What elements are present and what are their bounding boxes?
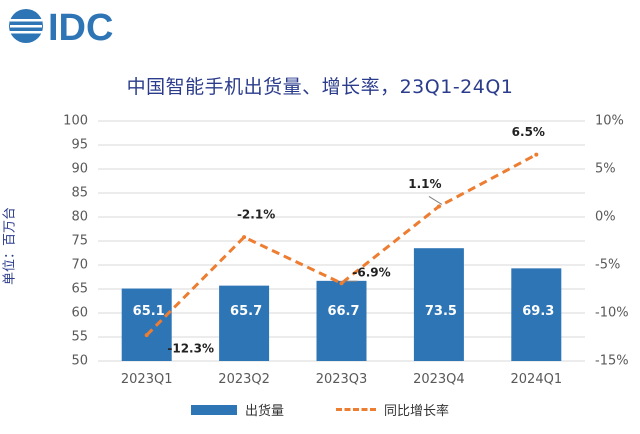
line-point [436, 204, 441, 209]
y-left-tick-label: 55 [71, 330, 88, 345]
line-point [339, 281, 344, 286]
y-left-tick-label: 100 [63, 114, 88, 129]
y-right-tick-label: 0% [595, 210, 616, 225]
chart-title: 中国智能手机出货量、增长率，23Q1-24Q1 [126, 76, 514, 98]
y-right-tick-label: -5% [595, 258, 620, 273]
y-left-tick-label: 75 [71, 234, 88, 249]
brand-name: IDC [48, 7, 113, 46]
y-right-tick-label: 10% [595, 114, 624, 129]
legend: 出货量 同比增长率 [0, 400, 640, 419]
line-point [144, 333, 149, 338]
y-left-tick-label: 95 [71, 138, 88, 153]
bar-value-label: 66.7 [327, 304, 359, 319]
legend-item-line: 同比增长率 [336, 400, 449, 419]
bar-value-label: 65.7 [230, 304, 262, 319]
x-tick-label: 2023Q1 [121, 372, 173, 387]
legend-label-line: 同比增长率 [384, 404, 450, 419]
bar [121, 288, 172, 361]
growth-line [145, 153, 538, 337]
line-value-label: -12.3% [167, 342, 214, 356]
y-left-tick-label: 65 [71, 282, 88, 297]
bar-value-label: 73.5 [425, 304, 457, 319]
bar-value-label: 69.3 [522, 304, 554, 319]
y-right-tick-label: 5% [595, 162, 616, 177]
y-left-tick-label: 90 [71, 162, 88, 177]
y-left-tick-label: 85 [71, 186, 88, 201]
label-leader-line [428, 196, 443, 205]
idc-logo: IDC [9, 7, 113, 46]
bar [413, 248, 464, 361]
bar [511, 268, 562, 361]
line-point [242, 235, 247, 240]
y-left-tick-label: 50 [71, 354, 88, 369]
bar-value-label: 65.1 [133, 304, 165, 319]
line-value-label: -6.9% [352, 266, 390, 280]
x-tick-label: 2023Q4 [413, 372, 465, 387]
y-right-tick-label: -15% [595, 354, 629, 369]
line-value-label: 1.1% [408, 177, 441, 191]
x-tick-label: 2024Q1 [511, 372, 563, 387]
bar [316, 280, 367, 361]
line-value-label: 6.5% [512, 125, 545, 139]
bar [219, 285, 270, 361]
legend-item-bar: 出货量 [190, 400, 284, 419]
line-value-label: -2.1% [237, 208, 275, 222]
legend-swatch-line [336, 408, 376, 411]
y-left-tick-label: 70 [71, 258, 88, 273]
line-point [534, 152, 539, 157]
y-left-tick-label: 80 [71, 210, 88, 225]
x-tick-label: 2023Q3 [316, 372, 368, 387]
legend-label-bar: 出货量 [244, 404, 284, 419]
y-left-tick-label: 60 [71, 306, 88, 321]
legend-swatch-bar [190, 404, 237, 415]
x-tick-label: 2023Q2 [218, 372, 270, 387]
y-right-tick-label: -10% [595, 306, 629, 321]
